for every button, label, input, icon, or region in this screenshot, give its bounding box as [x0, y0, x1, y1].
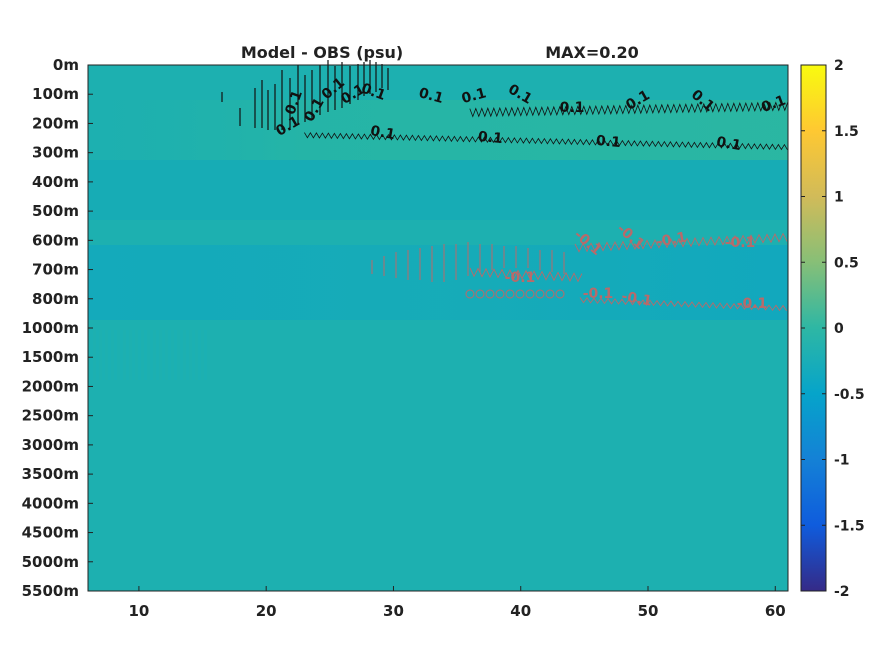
colorbar-tick-label: -1: [834, 453, 850, 469]
colorbar-tick-label: 2: [834, 58, 844, 74]
contour-line-neg-mid: [469, 267, 583, 283]
contour-label-positive: 0.1: [477, 129, 503, 147]
x-tick-label: 10: [128, 602, 149, 620]
contour-label-positive: 0.1: [369, 123, 396, 143]
y-tick-label: 4500m: [22, 524, 79, 542]
contour-loop: [535, 289, 545, 299]
y-tick-label: 300m: [32, 144, 79, 162]
y-tick-label: 0m: [53, 56, 79, 74]
contour-label-positive: 0.1: [282, 88, 306, 117]
contour-loop: [555, 289, 565, 299]
contour-label-positive: 0.1: [715, 134, 742, 154]
x-tick-label: 60: [765, 602, 786, 620]
colorbar: 2 1.5 1 0.5 0 -0.5 -1 -1.5 -2: [800, 58, 865, 600]
colorbar-tick-label: -2: [834, 584, 850, 600]
y-tick-label: 700m: [32, 261, 79, 279]
striped-texture: [88, 330, 208, 380]
contour-label-positive: 0.1: [460, 85, 488, 107]
x-axis: 10 20 30 40 50 60: [128, 586, 786, 620]
x-tick-label: 50: [638, 602, 659, 620]
colorbar-ticks: 2 1.5 1 0.5 0 -0.5 -1 -1.5 -2: [801, 58, 865, 600]
contour-label-positive: 0.1: [560, 100, 585, 116]
x-tick-label: 30: [383, 602, 404, 620]
x-tick-label: 40: [510, 602, 531, 620]
contour-line-neg-upper: [574, 232, 788, 253]
y-tick-label: 100m: [32, 85, 79, 103]
max-annotation: MAX=0.20: [545, 43, 639, 62]
y-tick-label: 800m: [32, 290, 79, 308]
colorbar-tick-label: 0.5: [834, 255, 859, 271]
contour-label-positive: 0.1: [595, 133, 621, 151]
contour-line-lower: [304, 132, 788, 151]
contour-loop: [475, 289, 485, 299]
contour-label-positive: 0.1: [759, 92, 788, 116]
colorbar-tick-label: 1.5: [834, 124, 859, 140]
y-tick-label: 5500m: [22, 582, 79, 600]
colorbar-tick-label: -1.5: [834, 518, 865, 534]
chart-title: Model - OBS (psu): [241, 43, 403, 62]
contour-label-positive: 0.1: [417, 85, 445, 107]
deep-negative-band: [88, 245, 788, 320]
y-tick-label: 400m: [32, 173, 79, 191]
contour-loop: [465, 289, 475, 299]
y-tick-label: 3000m: [22, 436, 79, 454]
plot-area: 0.10.10.10.10.10.1 0.1 0.1 0.10.1 0.1 0.1 0.10…: [87, 60, 789, 592]
contour-label-negative: -0.1: [725, 235, 756, 251]
contour-line-upper: [469, 101, 789, 118]
y-tick-label: 200m: [32, 114, 79, 132]
x-tick-label: 20: [256, 602, 277, 620]
y-tick-label: 500m: [32, 202, 79, 220]
y-tick-label: 2500m: [22, 407, 79, 425]
y-tick-label: 2000m: [22, 377, 79, 395]
y-tick-label: 3500m: [22, 465, 79, 483]
contour-loop: [505, 289, 515, 299]
colorbar-gradient: [800, 64, 827, 592]
contour-loop: [545, 289, 555, 299]
y-tick-label: 1500m: [22, 348, 79, 366]
y-axis: 0m 100m 200m 300m 400m 500m 600m 700m 800m 1000m 1…: [22, 56, 93, 600]
contour-loop: [525, 289, 535, 299]
contour-label-negative: -0.1: [737, 296, 768, 312]
contour-label-positive: 0.1: [359, 80, 388, 104]
y-tick-label: 1000m: [22, 319, 79, 337]
y-tick-label: 5000m: [22, 553, 79, 571]
upper-positive-band: [88, 100, 788, 160]
mid-negative-band: [88, 160, 788, 220]
y-tick-label: 600m: [32, 231, 79, 249]
colorbar-tick-label: -0.5: [834, 387, 865, 403]
contour-label-negative: -0.1: [620, 289, 653, 310]
y-tick-label: 4000m: [22, 494, 79, 512]
contour-loop: [495, 289, 505, 299]
contour-label-negative: -0.1: [655, 230, 688, 251]
contour-line-neg-lower: [579, 297, 787, 312]
contour-label-negative: -0.1: [505, 270, 536, 286]
contour-loop: [485, 289, 495, 299]
colorbar-tick-label: 1: [834, 190, 844, 206]
contour-loop: [515, 289, 525, 299]
contour-label-negative: -0.1: [583, 286, 614, 302]
colorbar-tick-label: 0: [834, 321, 844, 337]
